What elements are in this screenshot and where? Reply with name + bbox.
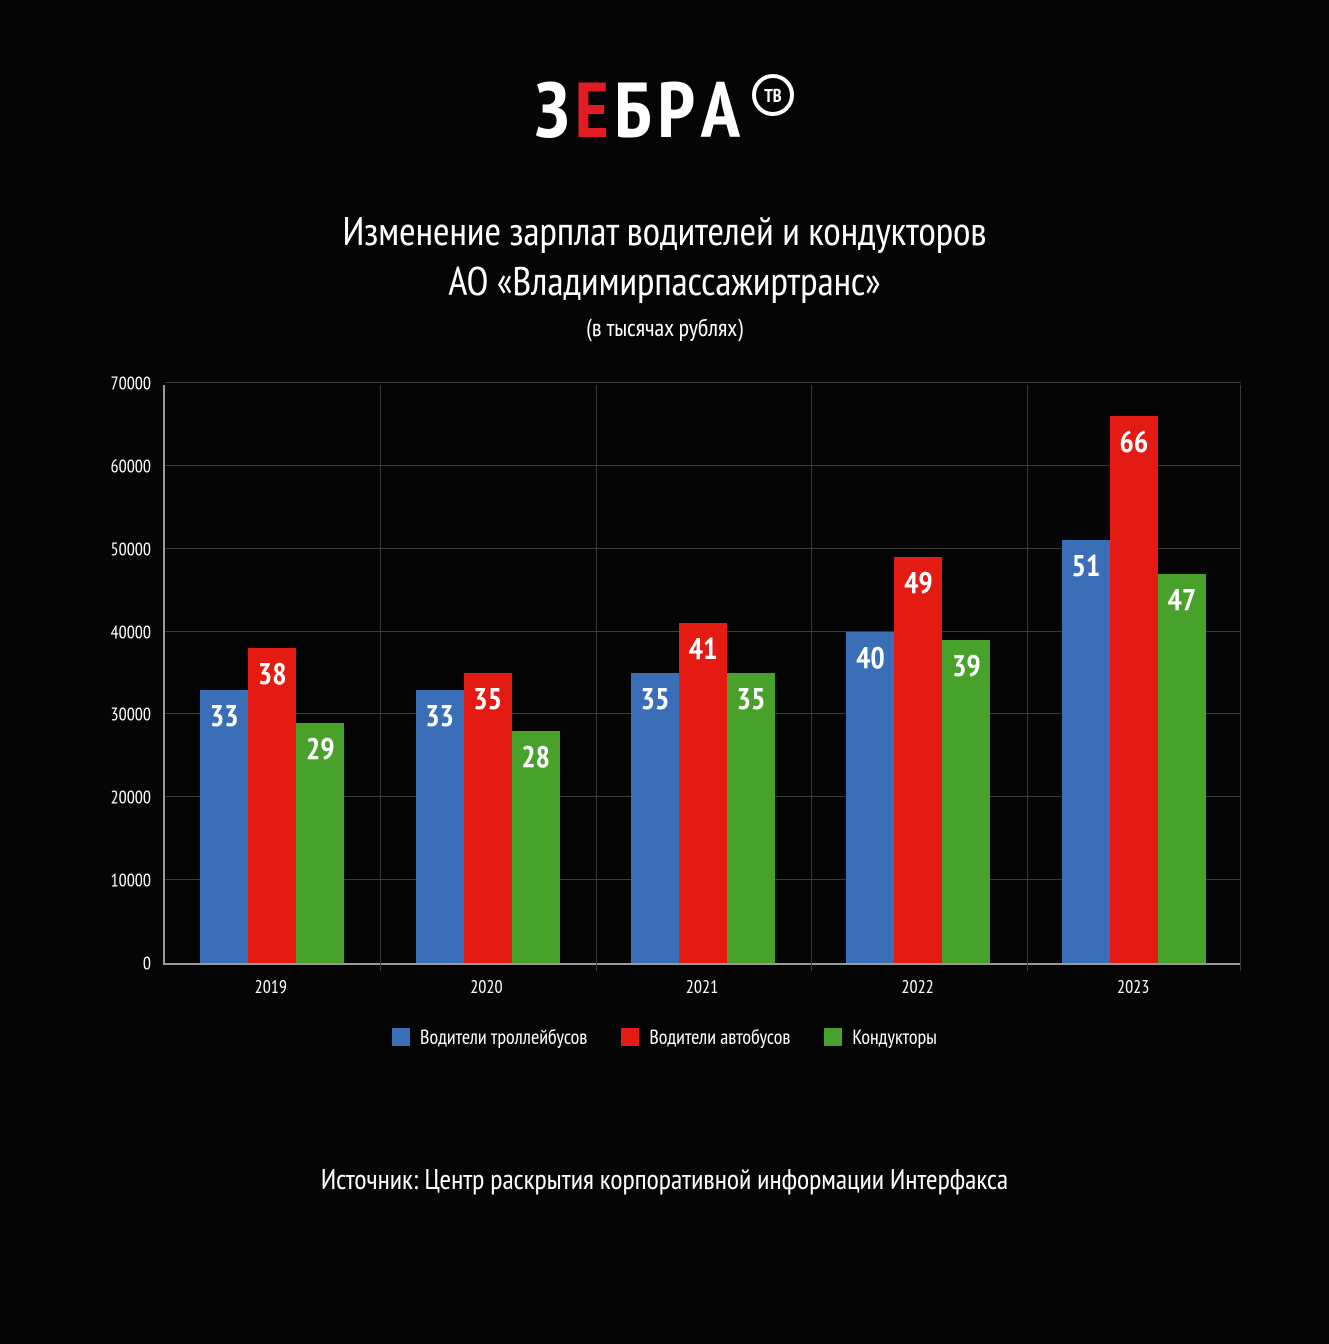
bar-value-label: 28 [512, 737, 560, 776]
legend-item: Водители троллейбусов [392, 1024, 587, 1050]
chart-title-line2: АО «Владимирпассажиртранс» [342, 256, 986, 306]
x-gridline [811, 385, 812, 971]
bar: 49 [894, 557, 942, 963]
bar-value-label: 39 [942, 646, 990, 685]
logo-letter: Р [658, 70, 701, 148]
bar: 51 [1062, 540, 1110, 963]
gridline [165, 382, 1241, 383]
logo-letter: А [701, 70, 746, 148]
bar-value-label: 35 [727, 679, 775, 718]
y-tick-label: 30000 [111, 703, 166, 726]
bar-value-label: 40 [846, 638, 894, 677]
bar-group: 51 66 47 [1026, 385, 1241, 963]
logo-letter: З [535, 70, 575, 148]
logo-word: ЗЕБРА [535, 70, 746, 148]
y-tick-label: 70000 [111, 372, 166, 395]
bar-value-label: 51 [1062, 546, 1110, 585]
legend-label: Кондукторы [852, 1024, 937, 1050]
x-gridline [1027, 385, 1028, 971]
x-tick-label: 2022 [810, 965, 1026, 998]
legend-swatch [621, 1028, 639, 1046]
legend: Водители троллейбусов Водители автобусов К… [88, 1024, 1241, 1050]
legend-item: Водители автобусов [621, 1024, 790, 1050]
x-axis-labels: 20192020202120222023 [163, 965, 1241, 998]
bar: 33 [416, 690, 464, 963]
legend-item: Кондукторы [824, 1024, 937, 1050]
logo-letter: Е [575, 70, 615, 148]
x-tick-label: 2019 [163, 965, 379, 998]
legend-label: Водители автобусов [649, 1024, 790, 1050]
bar-value-label: 29 [296, 729, 344, 768]
y-tick-label: 60000 [111, 454, 166, 477]
bar-value-label: 66 [1110, 422, 1158, 461]
chart-title-block: Изменение зарплат водителей и кондукторо… [342, 206, 986, 343]
legend-swatch [392, 1028, 410, 1046]
bar: 41 [679, 623, 727, 963]
bar-group: 4049 39 [810, 385, 1025, 963]
bar: 29 [296, 723, 344, 963]
bar: 33 [200, 690, 248, 963]
bar: 35 [727, 673, 775, 963]
x-gridline [1240, 385, 1241, 971]
y-tick-label: 50000 [111, 537, 166, 560]
x-gridline [380, 385, 381, 971]
chart-title-line1: Изменение зарплат водителей и кондукторо… [342, 206, 986, 256]
plot-area: 0100002000030000400005000060000700003338… [163, 385, 1241, 965]
bar: 40 [846, 632, 894, 963]
chart-subtitle: (в тысячах рублях) [342, 312, 986, 343]
bar-group: 333528 [379, 385, 594, 963]
y-tick-label: 10000 [111, 869, 166, 892]
y-tick-label: 20000 [111, 786, 166, 809]
bar-value-label: 33 [416, 696, 464, 735]
x-gridline [596, 385, 597, 971]
bar: 47 [1158, 574, 1206, 963]
bar-value-label: 49 [894, 563, 942, 602]
legend-swatch [824, 1028, 842, 1046]
y-tick-label: 40000 [111, 620, 166, 643]
bar: 38 [248, 648, 296, 963]
logo-badge: ТВ [752, 74, 794, 116]
logo: ЗЕБРА ТВ [535, 70, 794, 148]
bar: 66 [1110, 416, 1158, 963]
bar-value-label: 35 [631, 679, 679, 718]
x-tick-label: 2020 [379, 965, 595, 998]
bar-value-label: 41 [679, 629, 727, 668]
bar-value-label: 47 [1158, 580, 1206, 619]
x-tick-label: 2021 [594, 965, 810, 998]
bar-group: 354135 [595, 385, 810, 963]
source-line: Источник: Центр раскрытия корпоративной … [321, 1160, 1008, 1197]
bar: 35 [631, 673, 679, 963]
bar: 28 [512, 731, 560, 963]
bar-value-label: 35 [464, 679, 512, 718]
bar-value-label: 33 [200, 696, 248, 735]
legend-label: Водители троллейбусов [420, 1024, 587, 1050]
salary-bar-chart: 0100002000030000400005000060000700003338… [88, 385, 1241, 1050]
bar-value-label: 38 [248, 654, 296, 693]
logo-letter: Б [615, 70, 658, 148]
bar: 39 [942, 640, 990, 963]
x-tick-label: 2023 [1025, 965, 1241, 998]
y-tick-label: 0 [143, 952, 165, 975]
bar: 35 [464, 673, 512, 963]
page: ЗЕБРА ТВ Изменение зарплат водителей и к… [0, 0, 1329, 1344]
bar-group: 333829 [165, 385, 379, 963]
